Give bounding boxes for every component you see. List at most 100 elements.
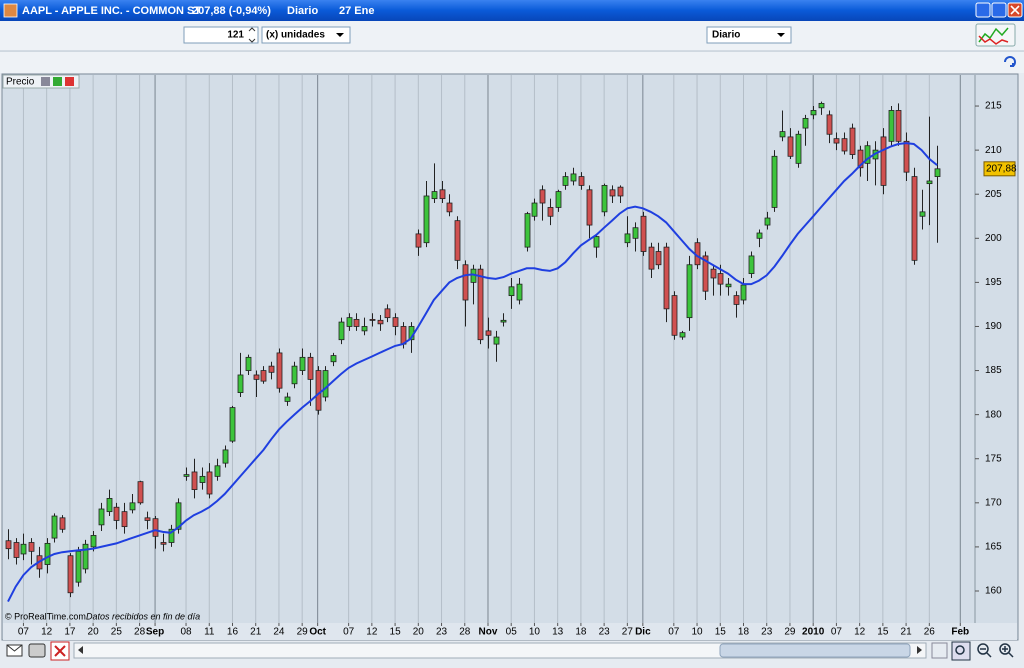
zoom-in-icon bbox=[1002, 646, 1014, 658]
x-tick-label: 23 bbox=[599, 627, 611, 638]
candle-body bbox=[531, 202, 538, 217]
panel-settings[interactable] bbox=[41, 77, 50, 86]
scroll-thumb[interactable] bbox=[719, 643, 911, 658]
candle-body bbox=[268, 365, 275, 373]
x-tick-label: 27 bbox=[622, 627, 634, 638]
candle-body bbox=[51, 515, 58, 539]
candle-body bbox=[98, 508, 105, 526]
x-tick-label: 26 bbox=[924, 627, 936, 638]
candle-body bbox=[547, 207, 554, 217]
candle-body bbox=[764, 217, 771, 226]
candle-body bbox=[160, 542, 167, 545]
candle-body bbox=[315, 370, 322, 411]
candle-body bbox=[841, 138, 848, 152]
candle-body bbox=[377, 319, 384, 325]
y-tick-label: 180 bbox=[985, 409, 1002, 420]
candle-body bbox=[291, 365, 298, 385]
candle-body bbox=[346, 317, 353, 327]
candle-body bbox=[810, 110, 817, 116]
data-note: Datos recibidos en fin de día bbox=[86, 611, 200, 621]
x-tick-label: Dic bbox=[635, 627, 651, 638]
units-spinner[interactable] bbox=[183, 26, 259, 44]
zoom-out-button[interactable] bbox=[977, 643, 989, 655]
candle-body bbox=[500, 319, 507, 323]
candle-body bbox=[516, 283, 523, 301]
candle-body bbox=[771, 155, 778, 208]
minimize-button[interactable] bbox=[975, 2, 991, 18]
candle-body bbox=[392, 317, 399, 327]
candle-body bbox=[276, 352, 283, 389]
spinner-arrows bbox=[248, 27, 256, 43]
y-tick-label: 210 bbox=[985, 145, 1002, 156]
candle-body bbox=[934, 168, 941, 177]
y-tick-label: 185 bbox=[985, 365, 1002, 376]
candle-body bbox=[229, 407, 236, 442]
candle-body bbox=[454, 220, 461, 261]
x-tick-label: Sep bbox=[146, 627, 164, 638]
y-tick-label: 175 bbox=[985, 453, 1002, 464]
x-tick-label: 05 bbox=[506, 627, 518, 638]
candle-body bbox=[423, 195, 430, 244]
x-tick-label: 29 bbox=[297, 627, 309, 638]
scrollbar[interactable] bbox=[73, 642, 927, 659]
units-value: 121 bbox=[227, 30, 244, 41]
units-dropdown[interactable] bbox=[261, 26, 351, 44]
candle-body bbox=[168, 528, 175, 543]
refresh-icon[interactable] bbox=[1004, 56, 1016, 67]
zoom-select-button[interactable] bbox=[951, 641, 971, 661]
candle-body bbox=[710, 268, 717, 279]
x-tick-label: 07 bbox=[831, 627, 843, 638]
candle-body bbox=[90, 535, 97, 548]
zoom-icon bbox=[955, 645, 965, 655]
candle-body bbox=[206, 471, 213, 495]
print-button[interactable] bbox=[28, 643, 46, 658]
last-price-label: 207,88 bbox=[986, 163, 1017, 174]
toolbar bbox=[0, 21, 1024, 51]
panel-remove[interactable] bbox=[65, 77, 74, 86]
x-tick-label: 12 bbox=[41, 627, 53, 638]
x-tick-label: 13 bbox=[552, 627, 564, 638]
x-tick-label: Feb bbox=[951, 627, 969, 638]
x-tick-label: Oct bbox=[309, 627, 326, 638]
indicator-icon bbox=[978, 35, 1009, 45]
candle-body bbox=[129, 502, 136, 511]
x-tick-label: 28 bbox=[134, 627, 146, 638]
candle-body bbox=[121, 511, 128, 528]
candle-body bbox=[725, 283, 732, 288]
candle-body bbox=[245, 356, 252, 371]
candle-body bbox=[67, 555, 74, 594]
x-tick-label: 17 bbox=[64, 627, 76, 638]
candle-body bbox=[717, 273, 724, 285]
candle-body bbox=[485, 330, 492, 336]
title-bar bbox=[0, 0, 1024, 21]
candle-body bbox=[299, 356, 306, 371]
y-tick-label: 200 bbox=[985, 233, 1002, 244]
maximize-button[interactable] bbox=[991, 2, 1007, 18]
candle-body bbox=[539, 189, 546, 204]
panel-label: Precio bbox=[6, 77, 35, 88]
candle-body bbox=[663, 246, 670, 310]
candle-body bbox=[648, 246, 655, 270]
candle-body bbox=[655, 251, 662, 266]
x-tick-label: 20 bbox=[413, 627, 425, 638]
delete-icon bbox=[54, 645, 66, 657]
candle-body bbox=[82, 543, 89, 570]
candle-body bbox=[926, 180, 933, 185]
x-tick-label: 15 bbox=[877, 627, 889, 638]
timeframe-dropdown[interactable] bbox=[706, 26, 792, 44]
window-date: 27 Ene bbox=[339, 5, 374, 17]
candle-body bbox=[462, 264, 469, 301]
candle-body bbox=[617, 186, 624, 197]
x-tick-label: 23 bbox=[761, 627, 773, 638]
tool-button[interactable] bbox=[931, 642, 948, 659]
candle-body bbox=[5, 540, 12, 550]
x-axis-band bbox=[3, 623, 1017, 640]
zoom-in-button[interactable] bbox=[999, 643, 1011, 655]
panel-add[interactable] bbox=[53, 77, 62, 86]
candle-body bbox=[524, 213, 531, 248]
candle-body bbox=[260, 370, 267, 382]
candle-body bbox=[369, 319, 376, 321]
candle-body bbox=[28, 542, 35, 552]
candle-body bbox=[586, 189, 593, 226]
